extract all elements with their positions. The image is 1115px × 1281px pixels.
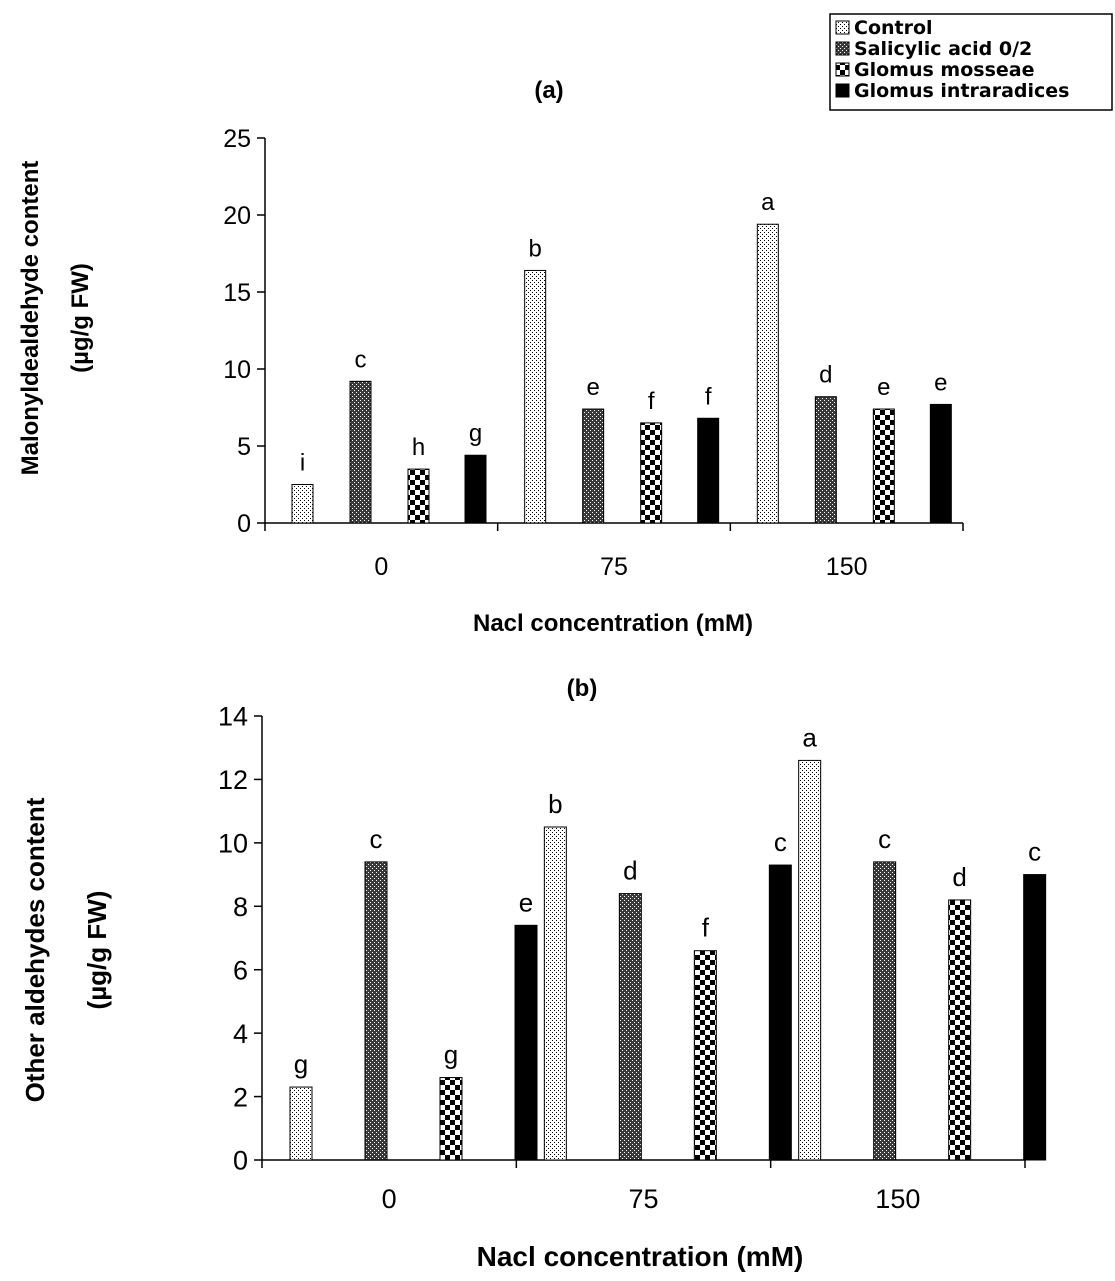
legend-swatch-intraradices bbox=[835, 83, 850, 98]
legend-swatch-salicylic bbox=[835, 41, 850, 56]
chart-b-y-axis-label-line1: Other aldehydes content bbox=[20, 797, 50, 1102]
chart-a-y-tick-label: 10 bbox=[223, 356, 251, 384]
chart-a-bar-salicylic bbox=[582, 408, 605, 524]
chart-a-significance-letter: d bbox=[819, 362, 832, 389]
chart-b-significance-letter: d bbox=[952, 862, 966, 892]
chart-b-bar-control bbox=[798, 759, 822, 1161]
chart-b-significance-letter: g bbox=[294, 1049, 308, 1079]
chart-b-significance-letter: c bbox=[878, 824, 891, 854]
chart-a-y-tick-label: 15 bbox=[223, 279, 251, 307]
chart-a-bar-mosseae bbox=[872, 408, 895, 524]
legend-box bbox=[829, 13, 1113, 111]
chart-b-significance-letter: d bbox=[623, 856, 637, 886]
legend-item-mosseae: Glomus mosseae bbox=[835, 59, 1034, 81]
chart-b: (b) Other aldehydes content (µg/g FW) Na… bbox=[20, 675, 1047, 1272]
chart-a-x-tick-label: 150 bbox=[826, 553, 868, 581]
chart-a-bar-salicylic bbox=[349, 380, 372, 524]
chart-a-y-axis-label-line2: (µg/g FW) bbox=[67, 263, 94, 373]
chart-b-x-axis-label: Nacl concentration (mM) bbox=[477, 1241, 804, 1272]
chart-a-significance-letter: e bbox=[586, 374, 599, 401]
chart-a-significance-letter: f bbox=[648, 388, 655, 415]
chart-a-significance-letter: g bbox=[469, 420, 482, 447]
chart-b-title: (b) bbox=[567, 675, 598, 702]
chart-a: (a) Malonyldealdehyde content (µg/g FW) … bbox=[17, 77, 964, 637]
chart-a-bar-control bbox=[756, 223, 779, 524]
chart-b-bar-mosseae bbox=[439, 1077, 463, 1161]
chart-b-bar-salicylic bbox=[364, 861, 388, 1161]
legend-swatch-mosseae bbox=[835, 62, 850, 77]
chart-a-y-axis-label: Malonyldealdehyde content (µg/g FW) bbox=[17, 161, 94, 476]
chart-a-y-tick-label: 20 bbox=[223, 202, 251, 230]
chart-b-y-tick-label: 10 bbox=[218, 829, 248, 859]
chart-b-significance-letter: f bbox=[702, 913, 710, 943]
chart-b-bar-mosseae bbox=[948, 899, 972, 1161]
chart-a-bar-salicylic bbox=[814, 396, 837, 524]
chart-b-bar-salicylic bbox=[618, 893, 642, 1161]
legend-label-salicylic: Salicylic acid 0/2 bbox=[854, 38, 1032, 60]
chart-a-significance-letter: i bbox=[300, 450, 305, 477]
chart-a-significance-letter: f bbox=[705, 383, 712, 410]
chart-a-bar-control bbox=[291, 484, 314, 524]
legend-item-intraradices: Glomus intraradices bbox=[835, 80, 1070, 102]
legend-swatch-control bbox=[835, 20, 850, 35]
chart-a-bar-intraradices bbox=[464, 454, 487, 524]
chart-b-bar-mosseae bbox=[693, 950, 717, 1161]
legend-item-control: Control bbox=[835, 17, 933, 39]
chart-b-y-axis-label: Other aldehydes content (µg/g FW) bbox=[20, 797, 112, 1102]
chart-b-bar-intraradices bbox=[1023, 874, 1047, 1161]
chart-b-significance-letter: e bbox=[519, 887, 533, 917]
chart-a-bar-control bbox=[524, 269, 547, 524]
chart-b-significance-letter: c bbox=[774, 827, 787, 857]
chart-b-bar-intraradices bbox=[768, 864, 792, 1161]
chart-a-title: (a) bbox=[534, 77, 563, 104]
chart-b-significance-letter: c bbox=[370, 824, 383, 854]
legend-item-salicylic: Salicylic acid 0/2 bbox=[835, 38, 1032, 60]
chart-a-significance-letter: h bbox=[412, 434, 425, 461]
chart-a-significance-letter: a bbox=[761, 189, 775, 216]
chart-a-bar-mosseae bbox=[640, 422, 663, 524]
chart-b-bar-control bbox=[289, 1086, 313, 1161]
chart-a-significance-letter: e bbox=[877, 374, 890, 401]
chart-a-x-tick-label: 0 bbox=[374, 553, 388, 581]
chart-b-y-tick-label: 0 bbox=[233, 1146, 248, 1176]
legend-label-control: Control bbox=[854, 17, 933, 39]
chart-b-x-tick-label: 0 bbox=[382, 1184, 397, 1214]
legend-label-mosseae: Glomus mosseae bbox=[854, 59, 1034, 81]
legend-label-intraradices: Glomus intraradices bbox=[854, 80, 1070, 102]
chart-a-y-tick-label: 0 bbox=[237, 510, 251, 538]
chart-a-bar-mosseae bbox=[407, 468, 430, 524]
chart-b-y-tick-label: 6 bbox=[233, 955, 248, 985]
chart-b-y-tick-label: 2 bbox=[233, 1082, 248, 1112]
chart-b-x-tick-label: 150 bbox=[875, 1184, 920, 1214]
chart-b-bar-salicylic bbox=[873, 861, 897, 1161]
chart-b-x-tick-label: 75 bbox=[628, 1184, 658, 1214]
chart-b-significance-letter: g bbox=[444, 1040, 458, 1070]
chart-b-bar-control bbox=[543, 826, 567, 1161]
chart-a-significance-letter: b bbox=[528, 235, 541, 262]
chart-b-y-axis-label-line2: (µg/g FW) bbox=[82, 891, 112, 1010]
chart-a-bar-intraradices bbox=[929, 403, 952, 524]
chart-b-significance-letter: c bbox=[1028, 837, 1041, 867]
chart-a-y-tick-label: 25 bbox=[223, 125, 251, 153]
chart-a-y-axis-label-line1: Malonyldealdehyde content bbox=[17, 161, 44, 476]
chart-b-y-tick-label: 4 bbox=[233, 1019, 248, 1049]
chart-b-y-tick-label: 8 bbox=[233, 892, 248, 922]
chart-b-y-tick-label: 12 bbox=[218, 765, 248, 795]
chart-b-significance-letter: a bbox=[802, 722, 817, 752]
chart-a-significance-letter: c bbox=[355, 346, 367, 373]
chart-a-bar-intraradices bbox=[697, 417, 720, 524]
chart-b-significance-letter: b bbox=[548, 789, 562, 819]
chart-a-x-axis-label: Nacl concentration (mM) bbox=[473, 610, 753, 637]
chart-b-bar-intraradices bbox=[514, 924, 538, 1161]
legend: Control Salicylic acid 0/2 Glomus mossea… bbox=[829, 13, 1113, 111]
chart-a-x-tick-label: 75 bbox=[600, 553, 628, 581]
chart-a-y-tick-label: 5 bbox=[237, 433, 251, 461]
chart-b-y-tick-label: 14 bbox=[218, 702, 248, 732]
chart-a-significance-letter: e bbox=[934, 369, 947, 396]
